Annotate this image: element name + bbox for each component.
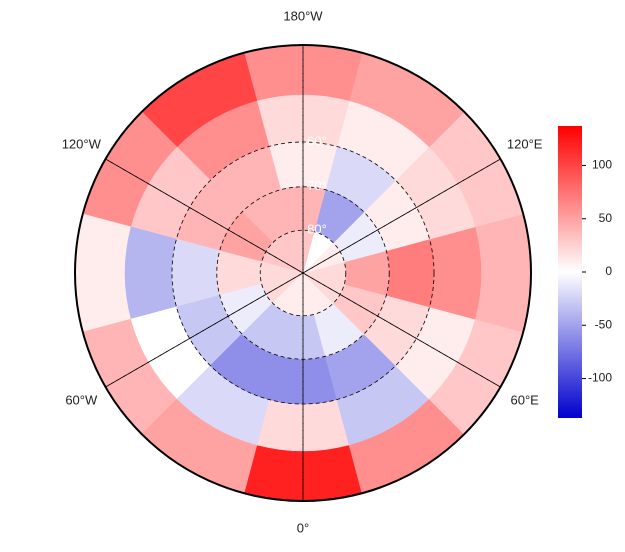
lat-label: 60° <box>307 133 327 148</box>
lon-label: 0° <box>297 520 309 535</box>
colorbar-tick-label: 50 <box>599 211 613 225</box>
meridian <box>105 158 501 388</box>
colorbar-tick-label: -50 <box>595 317 613 331</box>
lon-label: 120°E <box>507 136 543 151</box>
lat-label: 80° <box>307 222 327 237</box>
field-cell <box>385 238 435 308</box>
map-boundary <box>74 44 532 502</box>
lon-label: 60°E <box>511 392 540 407</box>
lon-label: 60°W <box>65 392 98 407</box>
colorbar-ramp <box>558 126 582 418</box>
field-cell <box>171 238 221 308</box>
field-cell <box>429 226 482 320</box>
field-cell <box>75 213 132 333</box>
colorbar: 100 50 0 -50 -100 <box>558 126 612 418</box>
lon-label: 120°W <box>62 136 102 151</box>
lat-label: 70° <box>307 178 327 193</box>
field-cell <box>124 226 177 320</box>
colorbar-tick-label: -100 <box>588 371 612 385</box>
lon-label: 180°W <box>283 8 323 23</box>
field-cell <box>474 213 531 333</box>
parallel <box>259 229 347 317</box>
colorbar-tick-label: 0 <box>605 264 612 278</box>
colorbar-tick-label: 100 <box>592 158 612 172</box>
graticule: 60° 70° 80° <box>105 45 501 501</box>
